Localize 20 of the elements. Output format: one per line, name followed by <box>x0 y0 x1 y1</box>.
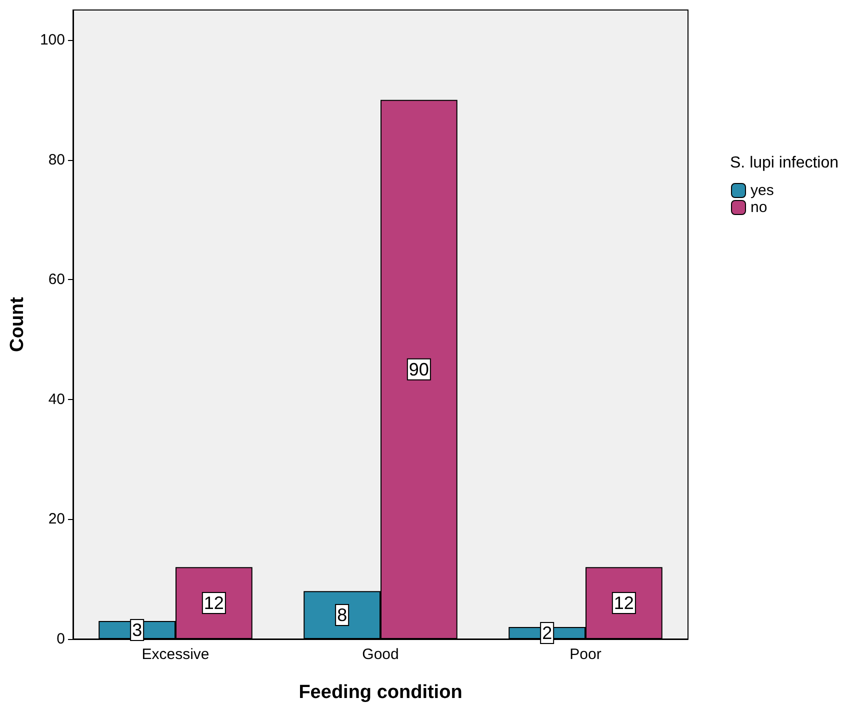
legend-label: no <box>750 199 768 216</box>
x-tick-label: Good <box>362 646 399 663</box>
x-tick-label: Excessive <box>142 646 210 663</box>
y-tick-label: 20 <box>48 510 65 528</box>
x-axis-title: Feeding condition <box>298 682 462 703</box>
legend-label: yes <box>750 182 774 199</box>
y-tick-label: 0 <box>56 630 65 648</box>
y-tick-label: 60 <box>48 271 65 288</box>
data-label: 12 <box>204 593 224 614</box>
data-label: 2 <box>542 623 552 644</box>
y-tick-label: 80 <box>48 151 65 168</box>
data-label: 8 <box>337 605 348 626</box>
legend-title: S. lupi infection <box>730 154 839 172</box>
y-axis-title: Count <box>7 296 28 352</box>
x-tick-label: Poor <box>570 646 602 663</box>
y-tick-label: 40 <box>48 390 65 408</box>
data-label: 90 <box>408 359 429 380</box>
y-tick-label: 100 <box>40 31 65 48</box>
data-label: 3 <box>132 620 142 640</box>
data-label: 12 <box>614 593 634 614</box>
